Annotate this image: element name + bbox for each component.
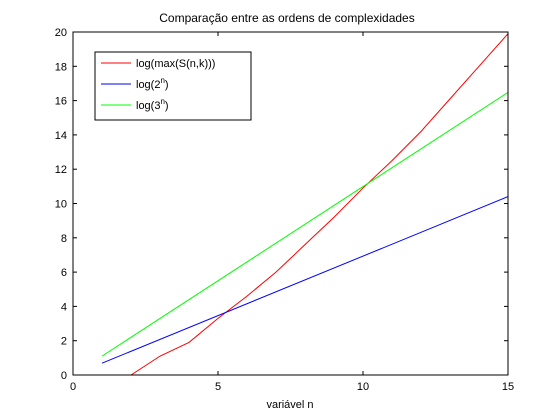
y-tick-label: 16 [55, 96, 67, 108]
y-tick-label: 20 [55, 27, 67, 39]
x-tick-label: 0 [70, 381, 76, 393]
y-tick-label: 14 [55, 130, 67, 142]
x-tick-label: 15 [502, 381, 514, 393]
series-line-2 [101, 196, 508, 364]
y-tick-label: 12 [55, 164, 67, 176]
series-layer [101, 33, 508, 375]
chart-title: Comparação entre as ordens de complexida… [159, 11, 414, 25]
legend-entries: log(max(S(n,k))) log(2n) log(3n) [101, 58, 215, 112]
series-line-3 [101, 91, 508, 357]
y-tick-label: 10 [55, 199, 67, 211]
x-axis: 0 5 10 15 [70, 32, 514, 393]
x-axis-label: variável n [266, 399, 313, 411]
legend-label-3: log(3n) [136, 97, 169, 112]
series-line-1 [129, 33, 508, 375]
y-tick-label: 4 [61, 301, 67, 313]
y-tick-label: 6 [61, 267, 67, 279]
legend: log(max(S(n,k))) log(2n) log(3n) [94, 51, 252, 121]
legend-label-2: log(2n) [136, 76, 169, 91]
x-tick-label: 10 [357, 381, 369, 393]
y-tick-label: 18 [55, 61, 67, 73]
legend-label-1: log(max(S(n,k))) [136, 58, 215, 70]
x-tick-label: 5 [215, 381, 221, 393]
y-axis: 0 2 4 6 8 10 12 14 16 18 20 [55, 27, 508, 382]
y-tick-label: 8 [61, 233, 67, 245]
y-tick-label: 2 [61, 336, 67, 348]
y-tick-label: 0 [61, 370, 67, 382]
